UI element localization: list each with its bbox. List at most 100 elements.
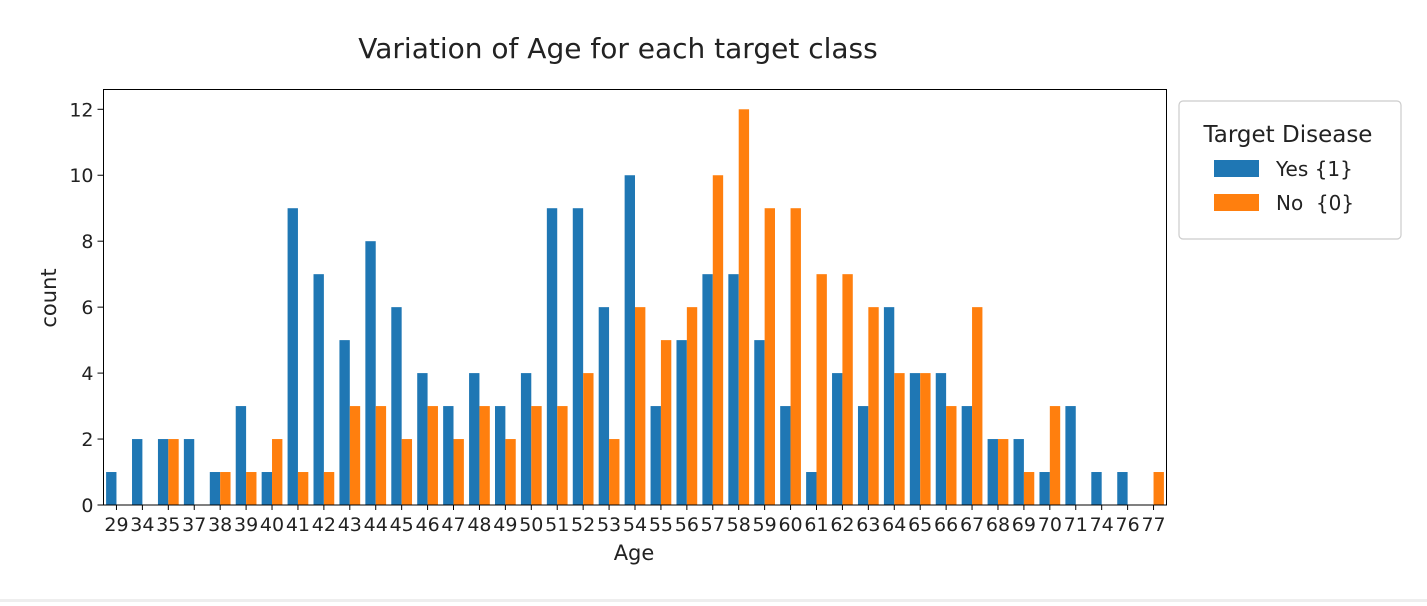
bar-yes-age-40 bbox=[261, 472, 273, 505]
bar-yes-age-44 bbox=[365, 241, 376, 505]
x-tick-label: 48 bbox=[467, 514, 491, 536]
bar-yes-age-49 bbox=[495, 406, 506, 505]
x-tick-label: 58 bbox=[727, 514, 751, 536]
x-tick-label: 45 bbox=[390, 514, 414, 536]
bar-yes-age-74 bbox=[1091, 472, 1102, 505]
bar-no-age-54 bbox=[635, 307, 646, 505]
x-tick-label: 68 bbox=[986, 514, 1010, 536]
bar-no-age-58 bbox=[738, 109, 750, 505]
x-tick-label: 34 bbox=[130, 514, 154, 536]
bar-yes-age-64 bbox=[883, 307, 895, 505]
x-tick-label: 56 bbox=[675, 514, 699, 536]
y-tick-label: 10 bbox=[69, 165, 93, 187]
bar-yes-age-47 bbox=[443, 406, 454, 505]
bottom-rule bbox=[0, 599, 1427, 602]
x-tick-label: 43 bbox=[338, 514, 362, 536]
bar-no-age-56 bbox=[686, 307, 698, 505]
bar-no-age-60 bbox=[790, 208, 801, 505]
chart-title: Variation of Age for each target class bbox=[358, 32, 877, 65]
bar-yes-age-35 bbox=[157, 439, 169, 505]
bar-yes-age-42 bbox=[313, 274, 324, 505]
bar-yes-age-53 bbox=[598, 307, 610, 505]
bar-yes-age-34 bbox=[132, 439, 143, 505]
bar-yes-age-68 bbox=[987, 439, 998, 505]
bar-no-age-57 bbox=[712, 175, 724, 506]
bar-no-age-42 bbox=[323, 472, 335, 505]
x-tick-label: 38 bbox=[208, 514, 232, 536]
x-tick-label: 47 bbox=[441, 514, 465, 536]
bar-yes-age-65 bbox=[909, 373, 921, 505]
bar-yes-age-61 bbox=[806, 472, 817, 505]
legend-swatch-no bbox=[1214, 194, 1259, 211]
bar-no-age-49 bbox=[505, 439, 516, 505]
x-tick-label: 35 bbox=[156, 514, 180, 536]
bar-yes-age-43 bbox=[339, 340, 350, 505]
bar-no-age-55 bbox=[660, 340, 672, 505]
bar-no-age-52 bbox=[583, 373, 594, 505]
x-tick-label: 60 bbox=[778, 514, 802, 536]
bar-no-age-65 bbox=[920, 373, 931, 505]
bar-no-age-39 bbox=[246, 472, 257, 505]
x-tick-label: 63 bbox=[856, 514, 880, 536]
y-tick-label: 4 bbox=[81, 363, 93, 385]
bar-yes-age-76 bbox=[1117, 472, 1128, 505]
x-tick-label: 39 bbox=[234, 514, 258, 536]
x-tick-label: 64 bbox=[882, 514, 906, 536]
bar-no-age-47 bbox=[453, 439, 464, 505]
x-tick-label: 54 bbox=[623, 514, 647, 536]
bar-yes-age-69 bbox=[1013, 439, 1024, 505]
legend-label-no: No {0} bbox=[1276, 191, 1354, 215]
bar-no-age-44 bbox=[375, 406, 387, 505]
bar-no-age-64 bbox=[894, 373, 905, 505]
x-tick-label: 65 bbox=[908, 514, 932, 536]
bar-yes-age-50 bbox=[520, 373, 532, 505]
bars-layer bbox=[106, 109, 1164, 506]
y-tick-label: 0 bbox=[81, 495, 93, 517]
bar-yes-age-54 bbox=[624, 175, 635, 506]
bar-yes-age-51 bbox=[546, 208, 558, 505]
legend-label-yes: Yes {1} bbox=[1275, 157, 1353, 181]
legend-title: Target Disease bbox=[1203, 122, 1373, 148]
bar-yes-age-63 bbox=[857, 406, 869, 505]
bar-no-age-68 bbox=[997, 439, 1009, 505]
bar-no-age-66 bbox=[946, 406, 957, 505]
y-tick-label: 8 bbox=[81, 231, 93, 253]
x-tick-label: 55 bbox=[649, 514, 673, 536]
bar-yes-age-46 bbox=[417, 373, 428, 505]
bar-no-age-59 bbox=[764, 208, 775, 505]
bar-no-age-70 bbox=[1049, 406, 1061, 505]
bar-yes-age-58 bbox=[728, 274, 739, 505]
bar-no-age-69 bbox=[1023, 472, 1035, 505]
x-tick-label: 67 bbox=[960, 514, 984, 536]
x-axis-label: Age bbox=[614, 541, 655, 565]
y-tick-label: 2 bbox=[81, 429, 93, 451]
x-tick-label: 44 bbox=[364, 514, 388, 536]
bar-no-age-35 bbox=[168, 439, 179, 505]
bar-yes-age-59 bbox=[754, 340, 765, 505]
bar-no-age-67 bbox=[972, 307, 983, 505]
x-tick-label: 29 bbox=[104, 514, 128, 536]
x-tick-label: 50 bbox=[519, 514, 543, 536]
bar-yes-age-55 bbox=[650, 406, 661, 505]
bar-yes-age-38 bbox=[209, 472, 221, 505]
bar-yes-age-60 bbox=[780, 406, 791, 505]
bar-yes-age-67 bbox=[961, 406, 973, 505]
y-tick-label: 6 bbox=[81, 297, 93, 319]
legend-swatch-yes bbox=[1214, 160, 1259, 177]
x-tick-label: 57 bbox=[701, 514, 725, 536]
bar-yes-age-45 bbox=[391, 307, 402, 505]
bar-no-age-53 bbox=[609, 439, 620, 505]
bar-yes-age-52 bbox=[572, 208, 584, 505]
x-tick-label: 59 bbox=[753, 514, 777, 536]
bar-no-age-51 bbox=[557, 406, 568, 505]
x-tick-label: 46 bbox=[415, 514, 439, 536]
x-tick-label: 74 bbox=[1090, 514, 1114, 536]
bar-no-age-50 bbox=[531, 406, 542, 505]
x-tick-label: 41 bbox=[286, 514, 310, 536]
x-tick-label: 53 bbox=[597, 514, 621, 536]
bar-no-age-46 bbox=[427, 406, 438, 505]
x-tick-label: 76 bbox=[1116, 514, 1140, 536]
bar-yes-age-48 bbox=[469, 373, 480, 505]
